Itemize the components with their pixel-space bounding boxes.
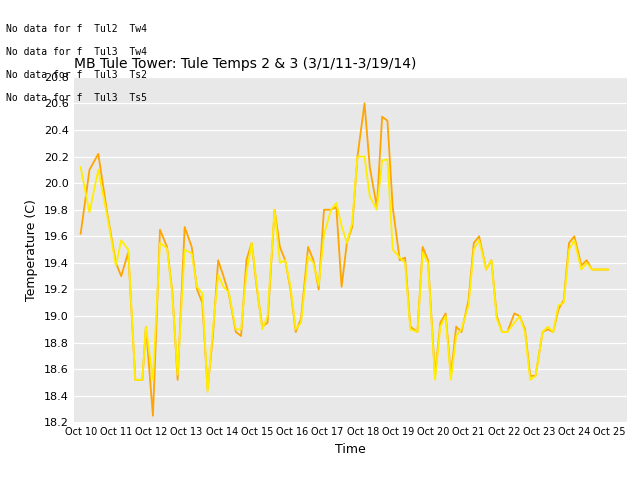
Text: No data for f  Tul2  Tw4: No data for f Tul2 Tw4 — [6, 24, 147, 34]
Tul2_Ts-2 — [232, 329, 239, 335]
Text: No data for f  Tul3  Ts2: No data for f Tul3 Ts2 — [6, 70, 147, 80]
Tul2_Ts-8 — [354, 154, 362, 159]
Tul2_Ts-8 — [401, 260, 409, 266]
Tul2_Ts-2 — [361, 100, 369, 106]
Tul2_Ts-8 — [77, 164, 84, 170]
Tul2_Ts-2 — [401, 255, 409, 261]
Line: Tul2_Ts-2: Tul2_Ts-2 — [81, 103, 608, 416]
Text: MB Tule Tower: Tule Temps 2 & 3 (3/1/11-3/19/14): MB Tule Tower: Tule Temps 2 & 3 (3/1/11-… — [74, 58, 417, 72]
Tul2_Ts-2 — [163, 244, 171, 250]
Tul2_Ts-8 — [598, 267, 606, 273]
Tul2_Ts-8 — [156, 240, 164, 246]
Line: Tul2_Ts-8: Tul2_Ts-8 — [81, 156, 608, 392]
Tul2_Ts-2 — [539, 329, 547, 335]
Tul2_Ts-2 — [598, 267, 606, 273]
Tul2_Ts-8 — [204, 389, 211, 395]
Tul2_Ts-8 — [604, 267, 612, 273]
Tul2_Ts-8 — [539, 329, 547, 335]
Tul2_Ts-2 — [77, 231, 84, 237]
X-axis label: Time: Time — [335, 443, 366, 456]
Y-axis label: Temperature (C): Temperature (C) — [26, 199, 38, 300]
Text: No data for f  Tul3  Ts5: No data for f Tul3 Ts5 — [6, 93, 147, 103]
Tul2_Ts-2 — [220, 273, 227, 279]
Tul2_Ts-2 — [149, 413, 157, 419]
Tul2_Ts-8 — [220, 284, 227, 290]
Tul2_Ts-8 — [232, 326, 239, 332]
Tul2_Ts-2 — [604, 267, 612, 273]
Text: No data for f  Tul3  Tw4: No data for f Tul3 Tw4 — [6, 47, 147, 57]
